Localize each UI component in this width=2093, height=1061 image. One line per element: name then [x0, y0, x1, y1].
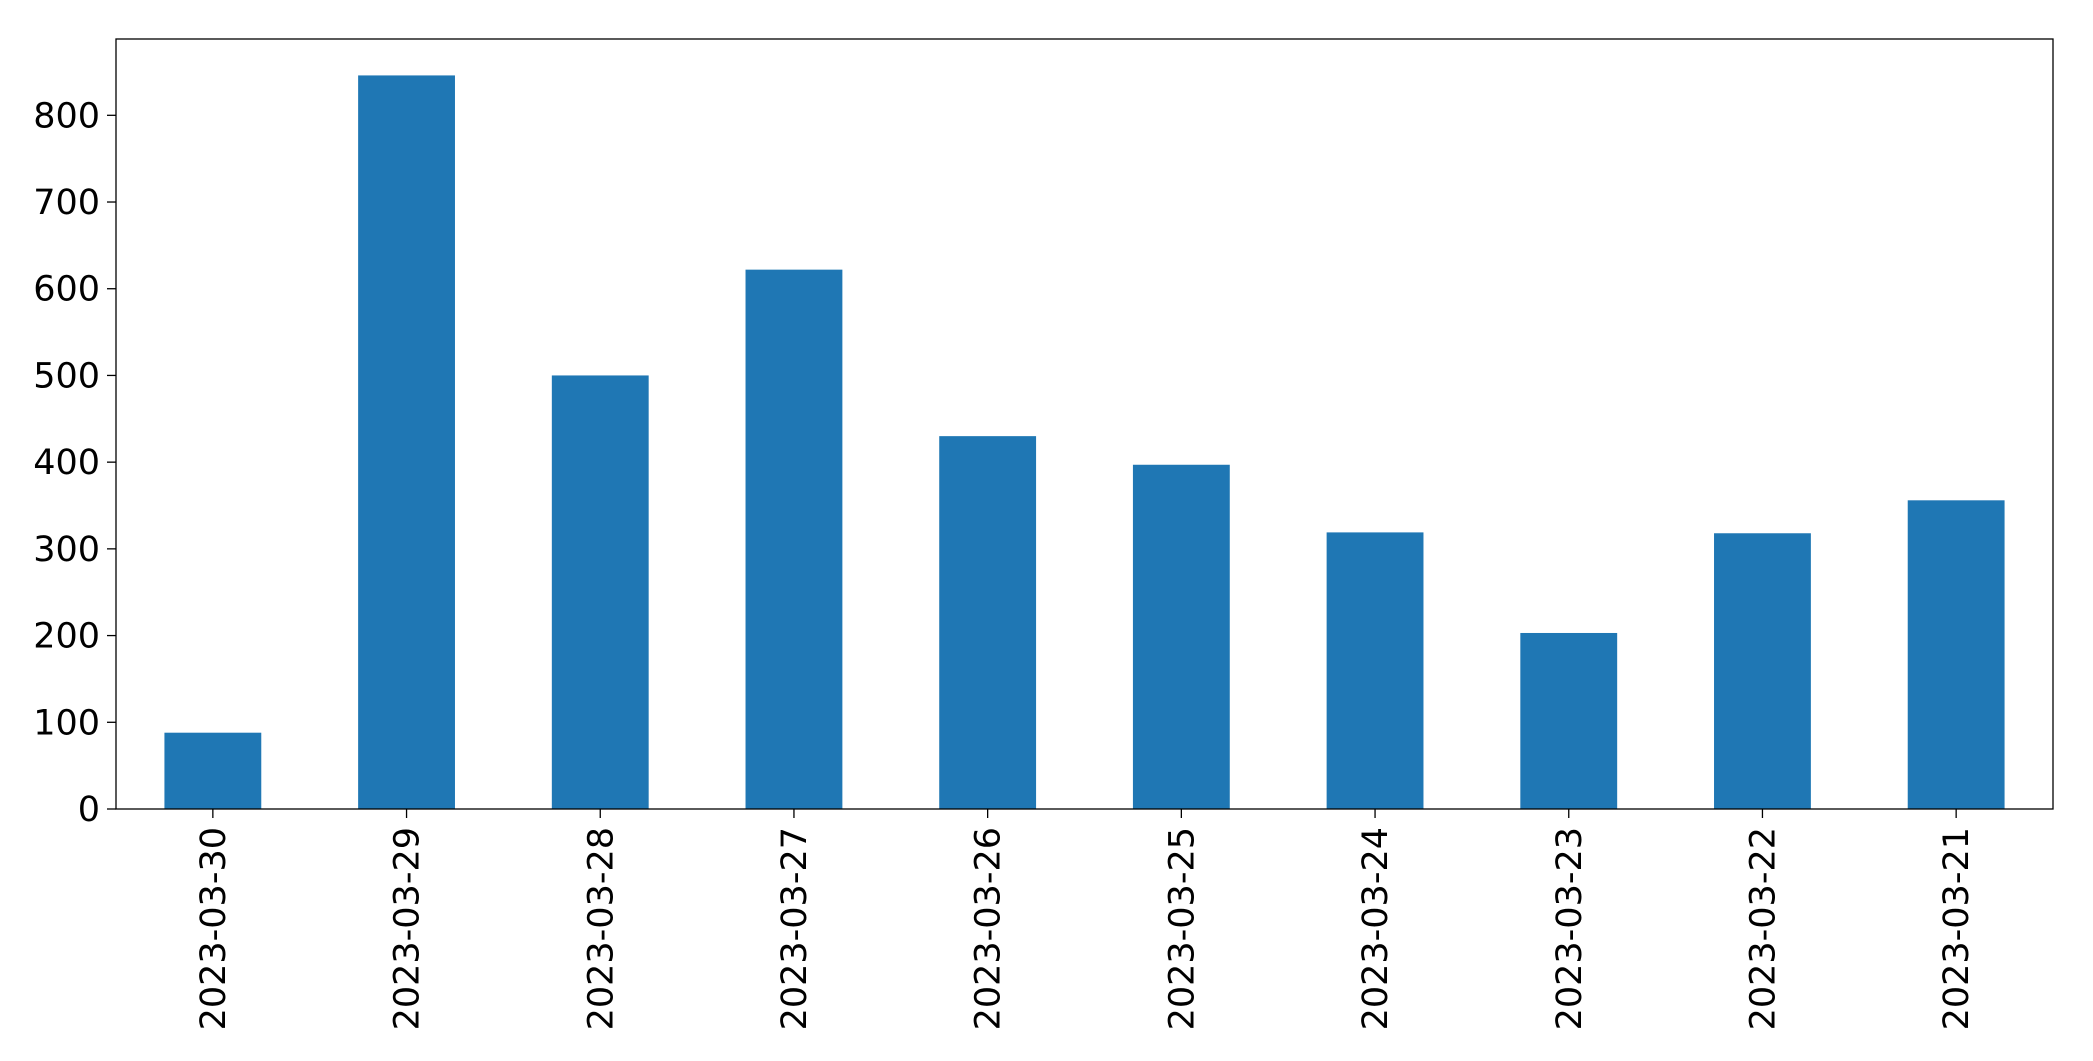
bar — [745, 269, 843, 809]
bar — [551, 375, 649, 809]
y-tick-label: 200 — [33, 617, 100, 657]
x-tick-label: 2023-03-21 — [1937, 827, 1977, 1030]
x-tick-label: 2023-03-28 — [581, 827, 621, 1030]
y-tick-label: 300 — [33, 530, 100, 570]
bar — [1326, 532, 1424, 809]
x-tick-label: 2023-03-25 — [1162, 827, 1202, 1030]
bar — [1132, 464, 1230, 809]
bar — [1907, 500, 2005, 809]
y-tick-label: 700 — [33, 183, 100, 223]
x-tick-label: 2023-03-22 — [1743, 827, 1783, 1030]
y-tick-label: 500 — [33, 356, 100, 396]
bar — [1714, 533, 1811, 809]
x-tick-label: 2023-03-23 — [1550, 827, 1590, 1030]
bar — [939, 436, 1037, 809]
x-tick-label: 2023-03-26 — [969, 827, 1009, 1030]
bar — [164, 732, 262, 809]
bar — [358, 75, 455, 809]
x-tick-label: 2023-03-29 — [388, 827, 428, 1030]
y-tick-label: 100 — [33, 703, 100, 743]
y-tick-label: 400 — [33, 443, 100, 483]
plot-frame — [115, 38, 2054, 810]
x-tick-label: 2023-03-24 — [1356, 827, 1396, 1030]
x-tick-label: 2023-03-30 — [194, 827, 234, 1030]
x-tick-label: 2023-03-27 — [775, 827, 815, 1030]
y-tick-label: 800 — [33, 96, 100, 136]
bar — [1520, 632, 1618, 809]
y-tick-label: 600 — [33, 270, 100, 310]
y-tick-label: 0 — [78, 790, 100, 830]
